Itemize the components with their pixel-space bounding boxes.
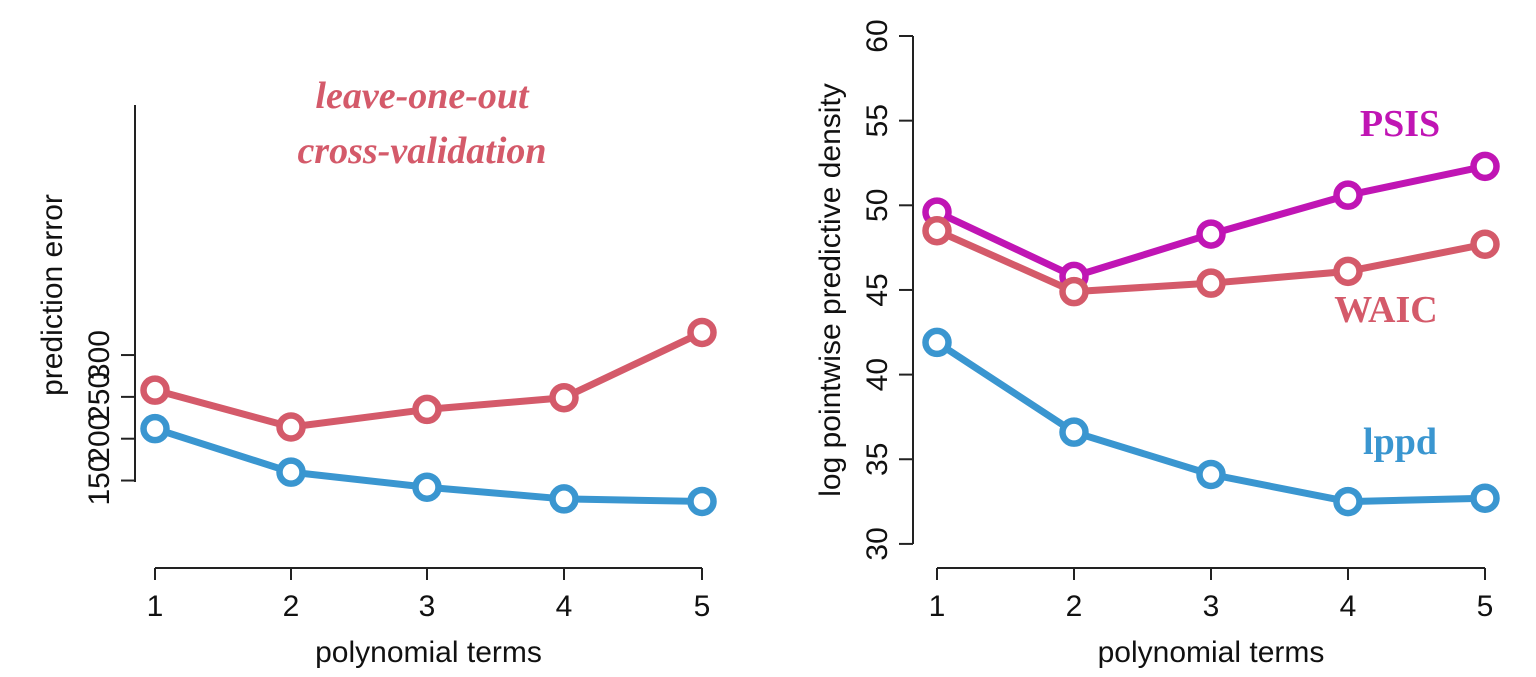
x-tick-label: 4 — [1340, 590, 1357, 623]
series-lppd: lppd — [926, 331, 1497, 513]
data-point — [691, 321, 714, 344]
y-tick-label: 45 — [861, 273, 894, 306]
y-axis-title: prediction error — [36, 194, 69, 396]
data-point — [553, 386, 576, 409]
x-tick-label: 5 — [1477, 590, 1494, 623]
data-point — [1337, 260, 1360, 283]
y-tick-label: 55 — [861, 104, 894, 137]
data-point — [280, 415, 303, 438]
y-axis-title: log pointwise predictive density — [814, 83, 847, 497]
y-tick-label: 30 — [861, 527, 894, 560]
series-label: WAIC — [1334, 289, 1437, 331]
x-tick-label: 4 — [556, 590, 573, 623]
data-point — [1337, 490, 1360, 513]
y-tick-label: 35 — [861, 443, 894, 476]
data-point — [1200, 463, 1223, 486]
x-tick-label: 3 — [419, 590, 436, 623]
x-tick-label: 1 — [929, 590, 946, 623]
y-tick-label: 40 — [861, 358, 894, 391]
data-point — [144, 379, 167, 402]
data-point — [1200, 223, 1223, 246]
x-axis-title: polynomial terms — [315, 636, 542, 669]
series-label: cross-validation — [297, 130, 546, 172]
y-tick-label: 60 — [861, 19, 894, 52]
x-tick-label: 5 — [694, 590, 711, 623]
data-point — [1063, 421, 1086, 444]
data-point — [1063, 280, 1086, 303]
series-leave-one-out-cross-validation: leave-one-out cross-validation — [144, 75, 714, 438]
series-label: leave-one-out — [315, 75, 530, 117]
x-tick-label: 1 — [147, 590, 164, 623]
data-point — [1474, 233, 1497, 256]
data-point — [926, 219, 949, 242]
x-axis-title: polynomial terms — [1098, 636, 1325, 669]
data-point — [416, 476, 439, 499]
series-training-error — [144, 417, 714, 513]
y-tick-label: 300 — [83, 330, 116, 380]
y-tick-label: 50 — [861, 189, 894, 222]
x-tick-label: 2 — [283, 590, 300, 623]
data-point — [280, 461, 303, 484]
series-label: lppd — [1363, 421, 1437, 463]
data-point — [144, 417, 167, 440]
data-point — [553, 487, 576, 510]
data-point — [926, 331, 949, 354]
data-point — [691, 490, 714, 513]
x-tick-label: 3 — [1203, 590, 1220, 623]
series-label: PSIS — [1360, 103, 1440, 145]
data-point — [1337, 184, 1360, 207]
x-tick-label: 2 — [1066, 590, 1083, 623]
data-point — [1474, 155, 1497, 178]
data-point — [1200, 272, 1223, 295]
data-point — [416, 398, 439, 421]
data-point — [1474, 487, 1497, 510]
